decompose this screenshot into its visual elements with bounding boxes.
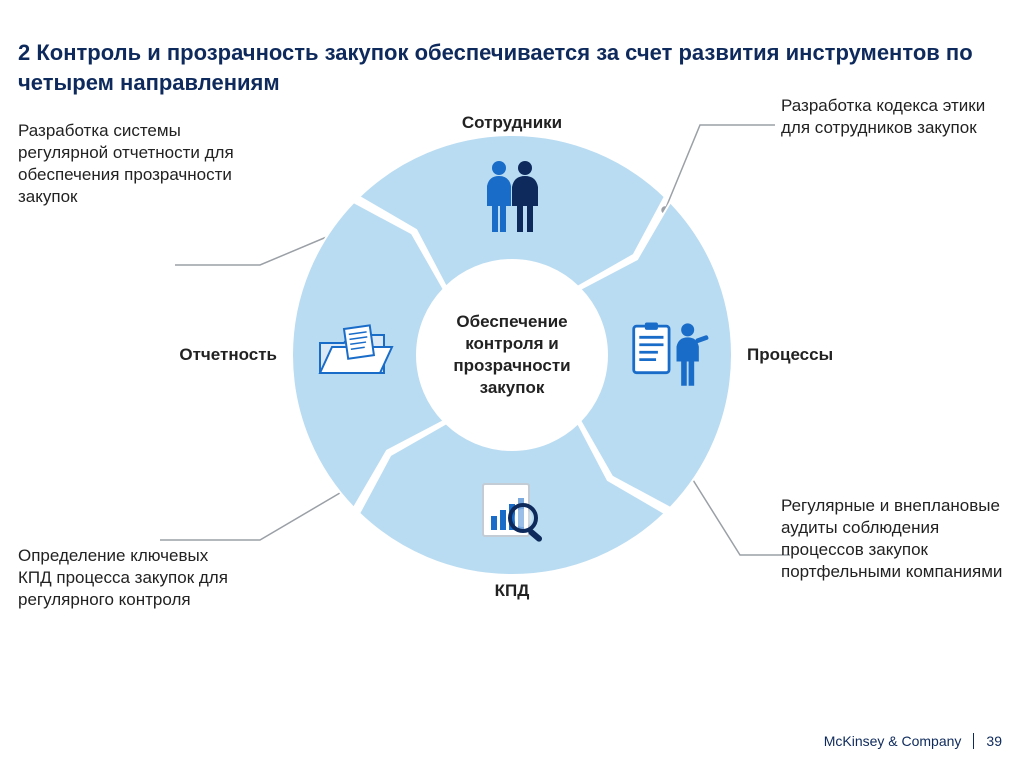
center-circle: Обеспечение контроля и прозрачности заку… xyxy=(417,260,607,450)
callout-top-left: Разработка системы регулярной отчетности… xyxy=(18,120,243,208)
cycle-diagram: Обеспечение контроля и прозрачности заку… xyxy=(292,135,732,575)
clipboard-person-icon xyxy=(630,315,710,395)
folder-docs-icon xyxy=(314,315,394,395)
footer-divider xyxy=(973,733,974,749)
footer-company: McKinsey & Company xyxy=(824,733,962,749)
footer: McKinsey & Company 39 xyxy=(824,733,1002,749)
segment-label-right: Процессы xyxy=(747,345,833,365)
chart-magnifier-icon xyxy=(472,473,552,553)
callout-bottom-left: Определение ключевых КПД процесса закупо… xyxy=(18,545,243,611)
people-icon xyxy=(472,157,552,237)
segment-label-left: Отчетность xyxy=(179,345,277,365)
footer-page: 39 xyxy=(986,733,1002,749)
page-title: 2 Контроль и прозрачность закупок обеспе… xyxy=(18,38,1006,97)
segment-label-bottom: КПД xyxy=(495,581,530,601)
callout-top-right: Разработка кодекса этики для сотрудников… xyxy=(781,95,1006,139)
segment-label-top: Сотрудники xyxy=(462,113,562,133)
callout-bottom-right: Регулярные и внеплановые аудиты соблюден… xyxy=(781,495,1006,583)
center-text: Обеспечение контроля и прозрачности заку… xyxy=(435,311,589,399)
